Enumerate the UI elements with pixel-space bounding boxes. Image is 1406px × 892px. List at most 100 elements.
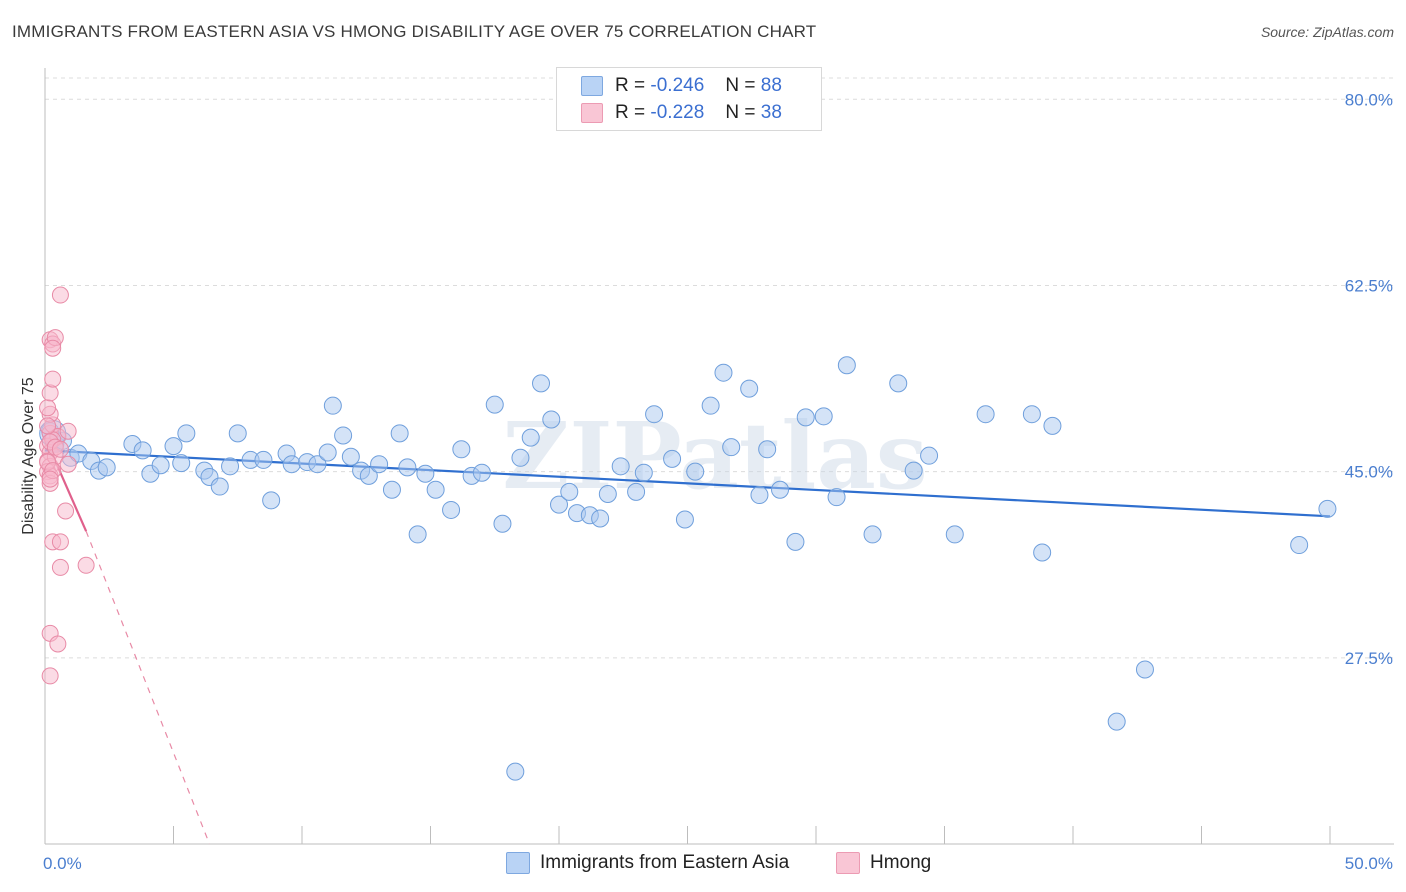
data-point-eastern-asia: [493, 514, 512, 533]
data-point-eastern-asia: [598, 484, 617, 503]
data-point-eastern-asia: [634, 463, 653, 482]
data-point-eastern-asia: [814, 407, 833, 426]
data-point-hmong: [51, 533, 69, 551]
data-point-eastern-asia: [97, 458, 116, 477]
data-point-eastern-asia: [663, 449, 682, 468]
data-point-eastern-asia: [133, 441, 152, 460]
data-point-eastern-asia: [686, 462, 705, 481]
pink-swatch: [581, 103, 603, 123]
legend-n-value: 38: [760, 102, 782, 123]
data-point-eastern-asia: [172, 454, 191, 473]
data-point-hmong: [51, 286, 69, 304]
data-point-eastern-asia: [560, 482, 579, 501]
legend-r-label: R =: [615, 102, 646, 123]
data-point-hmong: [41, 470, 59, 488]
blue-swatch: [581, 76, 603, 96]
data-point-eastern-asia: [210, 477, 229, 496]
legend-r-value: -0.228: [650, 102, 705, 123]
data-point-eastern-asia: [591, 509, 610, 528]
data-point-eastern-asia: [1318, 499, 1337, 518]
data-point-eastern-asia: [511, 448, 530, 467]
data-point-eastern-asia: [1043, 416, 1062, 435]
data-point-eastern-asia: [796, 408, 815, 427]
data-point-eastern-asia: [1033, 543, 1052, 562]
data-point-eastern-asia: [701, 396, 720, 415]
bottom-legend-label: Hmong: [870, 852, 932, 873]
x-tick-label: 50.0%: [1345, 854, 1393, 873]
data-point-eastern-asia: [750, 486, 769, 505]
data-point-eastern-asia: [945, 525, 964, 544]
data-point-eastern-asia: [863, 525, 882, 544]
data-point-eastern-asia: [675, 510, 694, 529]
tick-labels: 27.5% 45.0% 62.5% 80.0% 0.0% 50.0%: [43, 90, 1393, 873]
data-point-hmong: [49, 635, 67, 653]
data-point-eastern-asia: [359, 466, 378, 485]
data-point-eastern-asia: [164, 437, 183, 456]
chart-source: Source: ZipAtlas.com: [1260, 24, 1394, 40]
data-point-eastern-asia: [904, 461, 923, 480]
data-point-eastern-asia: [786, 532, 805, 551]
data-point-eastern-asia: [1135, 660, 1154, 679]
data-point-eastern-asia: [426, 480, 445, 499]
data-point-eastern-asia: [889, 374, 908, 393]
data-point-eastern-asia: [1022, 405, 1041, 424]
data-point-eastern-asia: [714, 363, 733, 382]
data-point-hmong: [59, 422, 77, 440]
data-point-eastern-asia: [408, 525, 427, 544]
data-point-eastern-asia: [1107, 712, 1126, 731]
data-point-eastern-asia: [382, 480, 401, 499]
trend-line-hmong-extension: [85, 530, 211, 845]
data-point-eastern-asia: [627, 482, 646, 501]
data-point-eastern-asia: [740, 379, 759, 398]
data-point-eastern-asia: [542, 410, 561, 429]
data-point-hmong: [41, 667, 59, 685]
data-point-eastern-asia: [771, 480, 790, 499]
legend-r-label: R =: [615, 75, 646, 96]
data-point-hmong: [51, 440, 69, 458]
data-point-eastern-asia: [262, 491, 281, 510]
legend-n-label: N =: [725, 75, 756, 96]
legend-row-eastern-asia: R = -0.246 N = 88: [581, 74, 782, 98]
data-point-eastern-asia: [228, 424, 247, 443]
legend-r-value: -0.246: [650, 75, 705, 96]
data-point-hmong: [57, 502, 75, 520]
bottom-legend-eastern-asia: Immigrants from Eastern Asia: [506, 852, 789, 874]
data-point-eastern-asia: [398, 458, 417, 477]
y-tick-label: 62.5%: [1345, 276, 1393, 295]
data-point-eastern-asia: [254, 450, 273, 469]
y-tick-label: 45.0%: [1345, 463, 1393, 482]
data-point-eastern-asia: [416, 464, 435, 483]
data-point-hmong: [39, 399, 57, 417]
data-point-eastern-asia: [550, 495, 568, 514]
data-point-hmong: [44, 339, 62, 357]
data-point-eastern-asia: [837, 356, 856, 375]
data-point-eastern-asia: [308, 455, 327, 474]
bottom-legend-label: Immigrants from Eastern Asia: [540, 852, 790, 873]
data-point-eastern-asia: [323, 396, 342, 415]
data-point-eastern-asia: [452, 440, 471, 459]
data-point-eastern-asia: [532, 374, 551, 393]
data-point-hmong: [51, 558, 69, 576]
blue-swatch: [506, 852, 530, 874]
data-point-eastern-asia: [722, 438, 741, 457]
data-point-hmong: [39, 417, 57, 435]
data-point-eastern-asia: [318, 443, 337, 462]
data-point-eastern-asia: [920, 446, 939, 465]
data-point-eastern-asia: [151, 456, 170, 475]
data-point-eastern-asia: [442, 500, 461, 519]
data-point-eastern-asia: [611, 457, 630, 476]
data-point-hmong: [44, 370, 62, 388]
data-point-eastern-asia: [221, 457, 240, 476]
data-point-eastern-asia: [758, 440, 777, 459]
series-hmong-points: [39, 286, 95, 685]
data-point-eastern-asia: [645, 405, 664, 424]
y-tick-label: 80.0%: [1345, 90, 1393, 109]
pink-swatch: [836, 852, 860, 874]
data-point-eastern-asia: [1290, 536, 1309, 555]
data-point-eastern-asia: [472, 463, 491, 482]
axes: [44, 68, 1394, 845]
y-tick-label: 27.5%: [1345, 649, 1393, 668]
data-point-hmong: [59, 455, 77, 473]
data-point-eastern-asia: [827, 488, 846, 507]
x-tick-label: 0.0%: [43, 854, 82, 873]
